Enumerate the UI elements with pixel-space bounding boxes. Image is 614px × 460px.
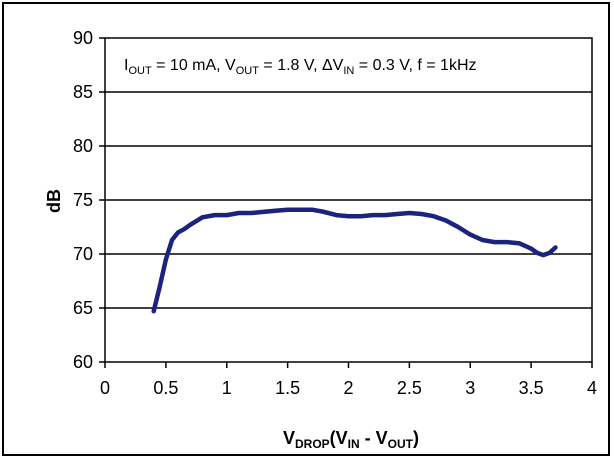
x-tick-label-0: 0 xyxy=(100,378,110,398)
y-tick-label-80: 80 xyxy=(73,136,93,156)
x-axis-label: VDROP(VIN - VOUT) xyxy=(283,428,419,451)
series-line xyxy=(151,207,558,314)
y-tick-label-90: 90 xyxy=(73,28,93,48)
annotation-text: IOUT = 10 mA, VOUT = 1.8 V, ΔVIN = 0.3 V… xyxy=(124,57,477,77)
y-tick-label-65: 65 xyxy=(73,298,93,318)
x-tick-label-2.5: 2.5 xyxy=(397,378,422,398)
x-tick-label-1: 1 xyxy=(222,378,232,398)
x-tick-label-4: 4 xyxy=(587,378,597,398)
annotation-background xyxy=(113,46,588,80)
x-tick-label-0.5: 0.5 xyxy=(153,378,178,398)
y-tick-label-85: 85 xyxy=(73,82,93,102)
y-tick-label-70: 70 xyxy=(73,244,93,264)
y-axis-ticks: 60 65 70 75 80 85 90 xyxy=(73,28,105,372)
x-tick-label-1.5: 1.5 xyxy=(275,378,300,398)
gridlines xyxy=(105,91,592,309)
y-axis-label: dB xyxy=(44,189,64,213)
x-tick-label-3: 3 xyxy=(465,378,475,398)
x-axis-ticks: 0 0.5 1 1.5 2 2.5 3 3.5 4 xyxy=(100,362,597,398)
y-tick-label-75: 75 xyxy=(73,190,93,210)
x-tick-label-2: 2 xyxy=(343,378,353,398)
x-tick-label-3.5: 3.5 xyxy=(519,378,544,398)
y-tick-label-60: 60 xyxy=(73,352,93,372)
